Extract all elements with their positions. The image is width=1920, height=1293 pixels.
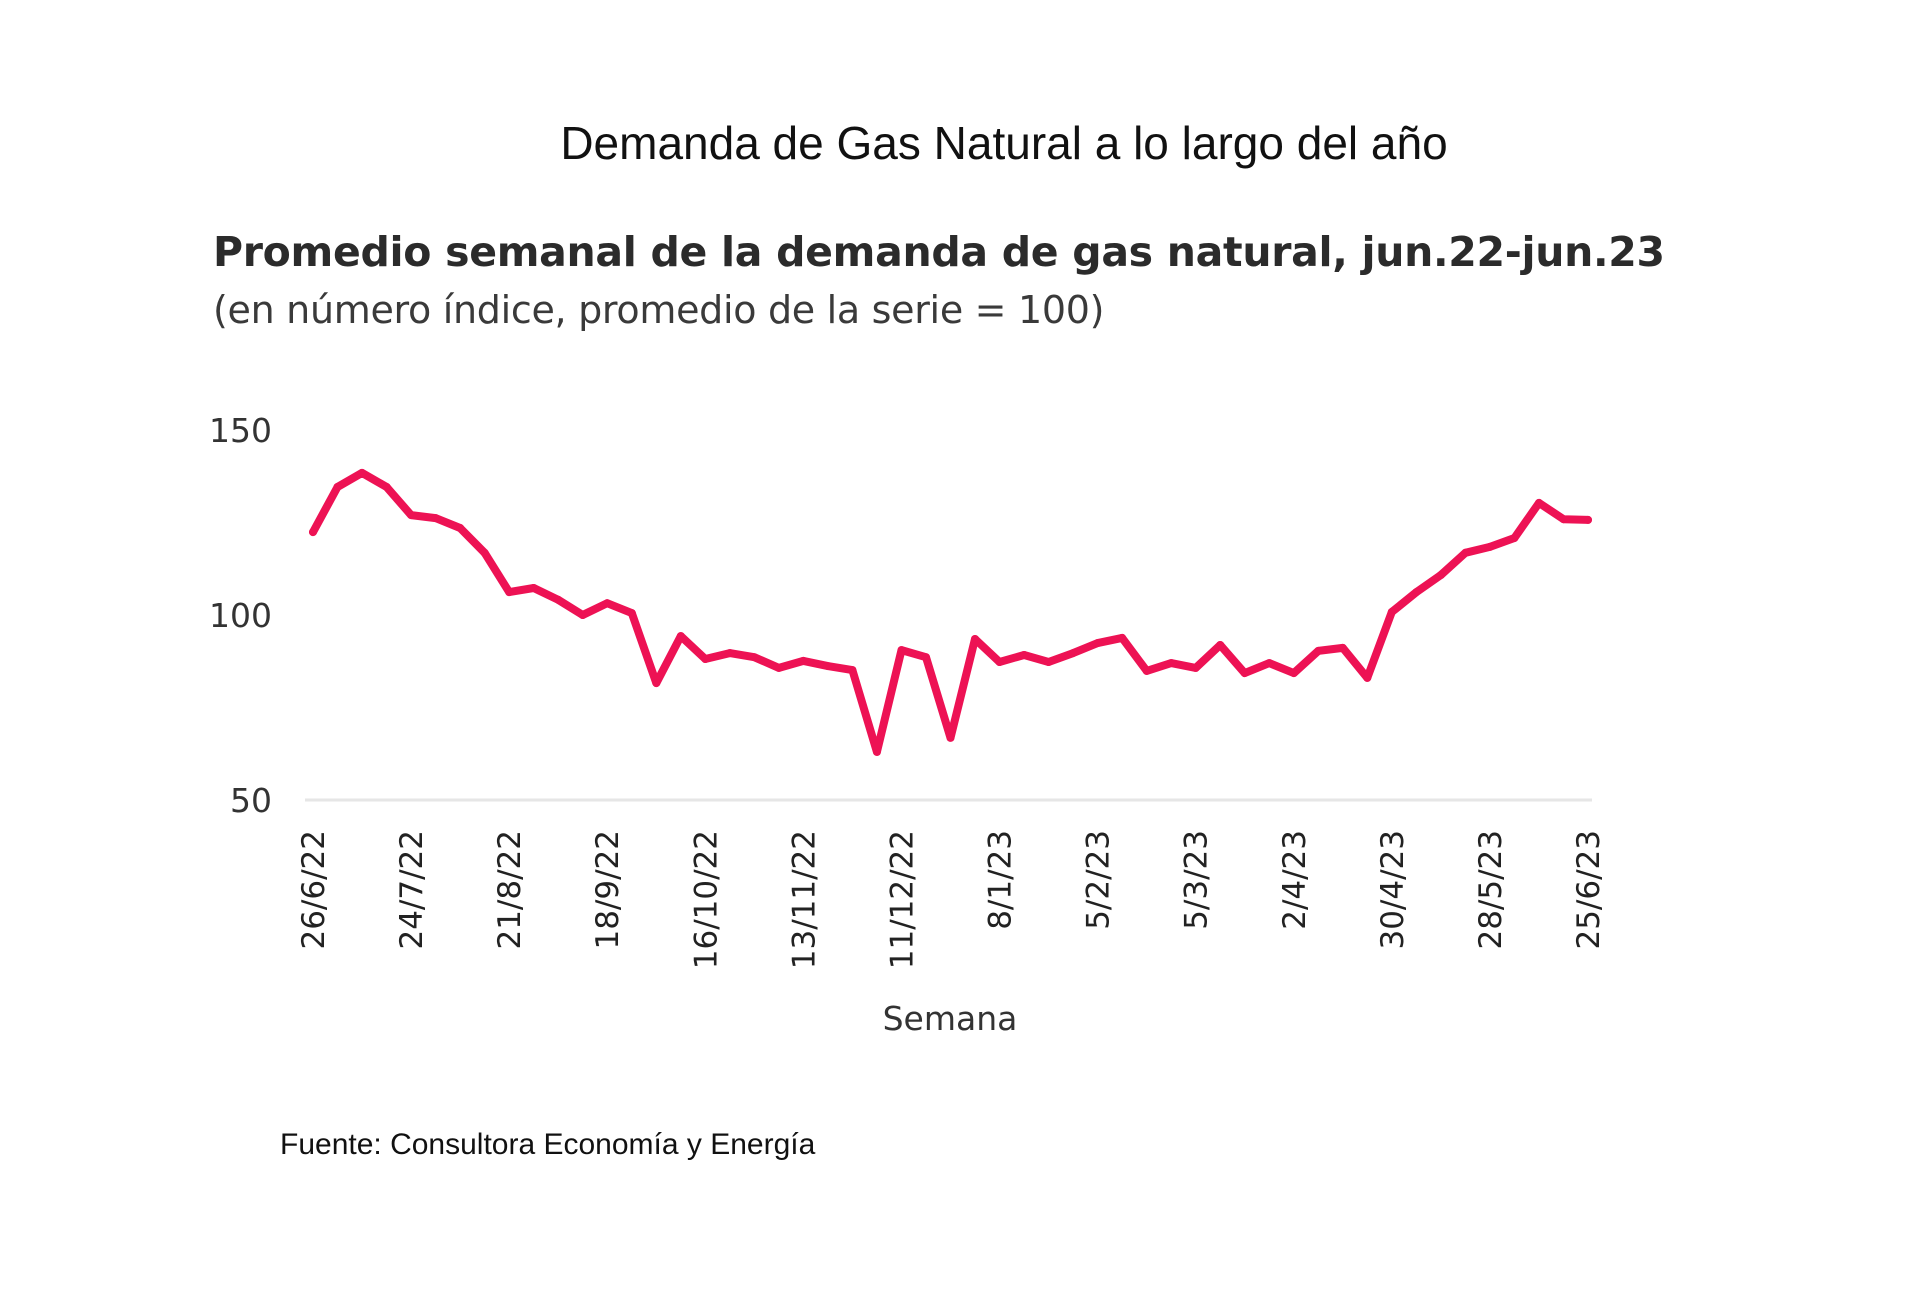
data-point	[1314, 646, 1323, 655]
data-point	[333, 483, 342, 491]
data-points	[309, 468, 1592, 756]
data-point	[1338, 643, 1347, 652]
x-axis-label: Semana	[883, 999, 1018, 1038]
x-tick-label: 8/1/23	[983, 830, 1019, 930]
x-tick-label: 21/8/22	[492, 830, 528, 950]
data-point	[505, 588, 514, 597]
x-tick-label: 5/2/23	[1081, 830, 1117, 930]
chart-title: Promedio semanal de la demanda de gas na…	[213, 228, 1665, 276]
data-point	[1387, 608, 1396, 616]
data-point	[1510, 534, 1519, 542]
data-point	[1240, 669, 1249, 678]
data-point	[725, 649, 734, 658]
data-point	[971, 635, 979, 643]
data-point	[1142, 666, 1151, 675]
data-point	[1559, 515, 1568, 524]
x-tick-label: 25/6/23	[1571, 830, 1607, 950]
data-point	[358, 468, 366, 477]
page-title: Demanda de Gas Natural a lo largo del añ…	[560, 117, 1448, 169]
x-axis: 26/6/22 24/7/22 21/8/22 18/9/22 16/10/22 13/1…	[296, 830, 1607, 969]
x-tick-label: 5/3/23	[1179, 830, 1215, 930]
data-point	[1461, 548, 1470, 557]
data-point	[995, 658, 1004, 666]
data-point	[946, 733, 955, 742]
x-tick-label: 30/4/23	[1375, 830, 1411, 950]
x-tick-label: 16/10/22	[688, 830, 724, 969]
data-point	[382, 483, 391, 491]
data-point	[1584, 515, 1592, 524]
y-tick-label: 150	[209, 411, 272, 450]
data-point	[1216, 641, 1225, 649]
data-point	[1191, 663, 1200, 672]
data-point	[922, 653, 930, 662]
data-point	[529, 584, 538, 592]
data-point	[1412, 588, 1421, 597]
data-point	[456, 524, 465, 532]
data-point	[1363, 673, 1372, 682]
x-tick-label: 11/12/22	[884, 830, 920, 969]
series-line-demanda	[309, 468, 1592, 756]
x-tick-label: 18/9/22	[590, 830, 626, 950]
data-point	[872, 747, 881, 756]
data-point	[578, 611, 587, 619]
x-tick-label: 26/6/22	[296, 830, 332, 950]
data-point	[407, 511, 416, 520]
data-point	[848, 666, 857, 675]
data-point	[431, 514, 440, 523]
data-point	[1167, 659, 1176, 668]
data-point	[676, 632, 685, 641]
data-point	[1265, 659, 1274, 668]
x-tick-label: 13/11/22	[786, 830, 822, 969]
data-point	[823, 662, 832, 671]
data-point	[1069, 649, 1078, 658]
data-point	[799, 656, 808, 665]
data-point	[554, 595, 563, 604]
source-note: Fuente: Consultora Economía y Energía	[280, 1128, 816, 1161]
y-axis: 50 100 150	[209, 411, 272, 820]
data-point	[701, 655, 710, 663]
data-point	[627, 609, 636, 618]
data-point	[750, 653, 759, 662]
y-tick-label: 100	[209, 596, 272, 635]
data-point	[897, 646, 906, 655]
x-tick-label: 28/5/23	[1473, 830, 1509, 950]
data-point	[652, 679, 661, 688]
data-point	[1118, 633, 1127, 642]
x-tick-label: 24/7/22	[394, 830, 430, 950]
data-point	[480, 548, 489, 557]
data-point	[1436, 571, 1445, 579]
x-tick-label: 2/4/23	[1277, 830, 1313, 930]
y-tick-label: 50	[230, 781, 272, 820]
data-point	[774, 663, 783, 672]
chart-subtitle: (en número índice, promedio de la serie …	[213, 288, 1105, 332]
data-point	[1093, 639, 1102, 648]
data-point	[309, 528, 317, 537]
data-point	[1044, 658, 1053, 666]
data-point	[1020, 651, 1029, 659]
data-point	[1289, 669, 1298, 678]
data-point	[1535, 498, 1543, 507]
data-point	[603, 599, 612, 608]
data-point	[1485, 542, 1494, 551]
